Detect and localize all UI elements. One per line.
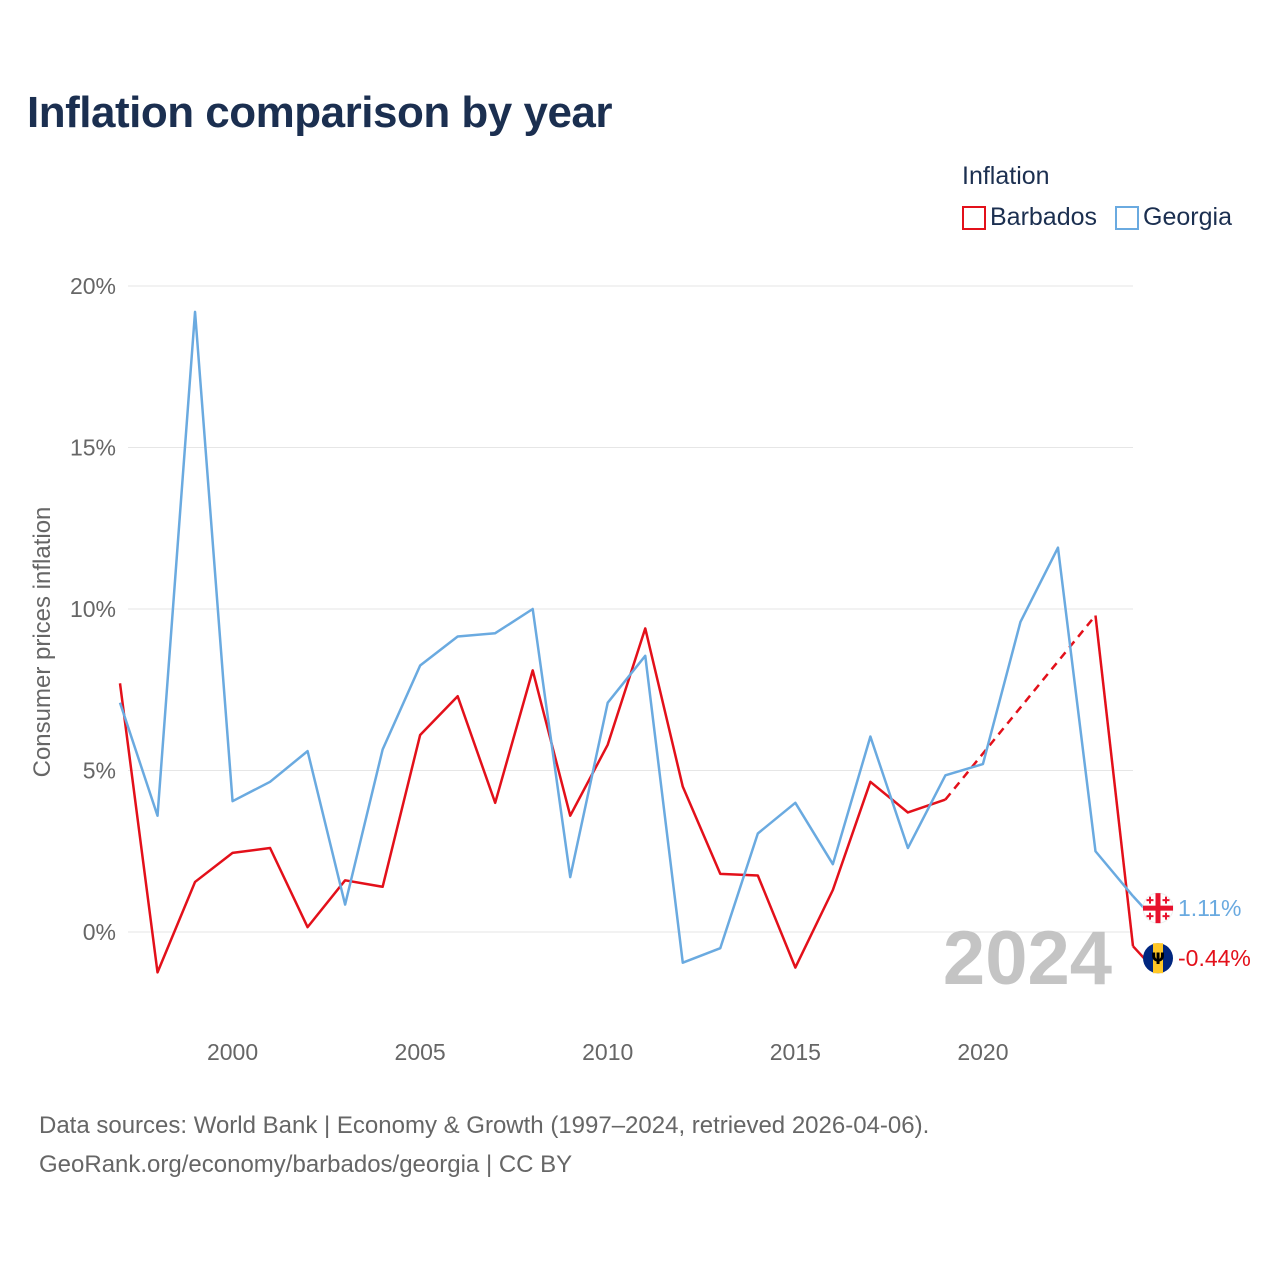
source-line-1: Data sources: World Bank | Economy & Gro… bbox=[39, 1112, 930, 1139]
series-end-connector-barbados bbox=[1132, 945, 1145, 960]
x-tick-label-2020: 2020 bbox=[957, 1039, 1008, 1065]
end-value-label-georgia: 1.11% bbox=[1178, 895, 1242, 921]
y-tick-label-10: 10% bbox=[70, 596, 116, 622]
series-line-barbados-1 bbox=[1094, 615, 1135, 947]
x-tick-label-2010: 2010 bbox=[582, 1039, 633, 1065]
georgia-flag-small-cross-h-3 bbox=[1162, 915, 1170, 918]
georgia-flag-small-cross-h-1 bbox=[1162, 899, 1170, 902]
source-line-2[interactable]: GeoRank.org/economy/barbados/georgia | C… bbox=[39, 1151, 573, 1178]
y-tick-label-20: 20% bbox=[70, 273, 116, 299]
y-tick-label-15: 15% bbox=[70, 435, 116, 461]
x-tick-label-2015: 2015 bbox=[770, 1039, 821, 1065]
y-axis-label: Consumer prices inflation bbox=[29, 507, 56, 778]
series-line-barbados-0 bbox=[118, 627, 946, 974]
legend-item-georgia[interactable]: Georgia bbox=[1115, 203, 1232, 232]
georgia-flag-small-cross-h-0 bbox=[1146, 899, 1154, 902]
y-tick-label-5: 5% bbox=[83, 758, 116, 784]
legend-swatch-georgia bbox=[1115, 205, 1140, 230]
georgia-flag-small-cross-h-2 bbox=[1146, 915, 1154, 918]
chart-title: Inflation comparison by year bbox=[27, 88, 613, 137]
end-value-label-barbados: -0.44% bbox=[1178, 945, 1251, 971]
x-tick-label-2000: 2000 bbox=[207, 1039, 258, 1065]
series-end-connector-georgia bbox=[1132, 895, 1145, 909]
y-tick-label-0: 0% bbox=[83, 919, 116, 945]
barbados-flag-center bbox=[1153, 943, 1163, 974]
legend-item-barbados[interactable]: Barbados bbox=[962, 203, 1097, 232]
legend: Inflation Barbados Georgia bbox=[962, 162, 1232, 232]
x-tick-label-2005: 2005 bbox=[395, 1039, 446, 1065]
legend-label-georgia: Georgia bbox=[1143, 203, 1232, 231]
legend-title: Inflation bbox=[962, 162, 1050, 190]
georgia-flag-cross-v bbox=[1155, 893, 1161, 924]
series-gap-dashed-barbados bbox=[944, 614, 1097, 801]
source-note: Data sources: World Bank | Economy & Gro… bbox=[39, 1106, 929, 1184]
series-line-georgia-0 bbox=[118, 310, 1134, 964]
legend-label-barbados: Barbados bbox=[990, 203, 1098, 231]
legend-swatch-barbados bbox=[962, 205, 986, 230]
year-watermark: 2024 bbox=[943, 916, 1112, 1001]
barbados-trident: Ψ bbox=[1151, 949, 1165, 968]
